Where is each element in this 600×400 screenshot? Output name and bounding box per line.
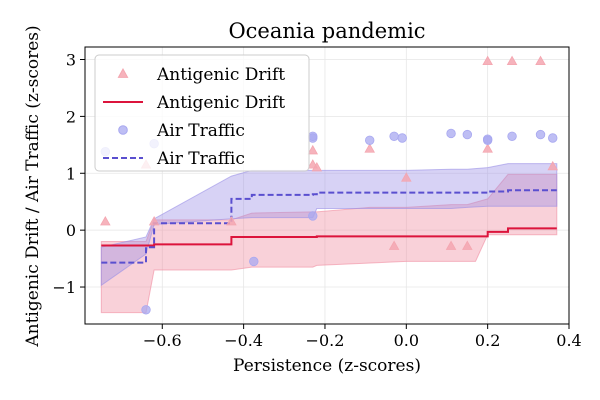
drift-point (388, 240, 400, 250)
chart-title: Oceania pandemic (228, 19, 425, 43)
y-tick-label: −1 (52, 278, 76, 297)
x-axis-label: Persistence (z-scores) (233, 356, 421, 376)
drift-point (307, 144, 319, 155)
legend-label: Air Traffic (156, 121, 245, 141)
x-tick-label: −0.6 (143, 331, 182, 350)
air-point (548, 133, 558, 143)
y-tick-label: 1 (66, 164, 76, 183)
air-point (446, 128, 456, 139)
legend-box (94, 54, 310, 172)
drift-point (311, 161, 323, 172)
legend-label: Air Traffic (156, 149, 245, 169)
x-axis: −0.6 −0.4 −0.2 0.0 0.2 0.4 (143, 324, 582, 350)
drift-point (482, 55, 493, 66)
legend-label: Antigenic Drift (156, 65, 285, 85)
air-point (462, 129, 473, 140)
drift-point (401, 172, 412, 182)
air-point (482, 135, 493, 145)
drift-fit-line (101, 227, 557, 247)
legend-air-marker (118, 125, 128, 135)
y-tick-label: 3 (66, 51, 76, 70)
air-point (308, 211, 318, 221)
air-fit-line (101, 189, 557, 264)
x-tick-label: −0.2 (306, 331, 345, 350)
x-tick-label: 0.2 (475, 331, 500, 350)
drift-point (535, 55, 546, 66)
drift-point (364, 143, 375, 153)
drift-point (506, 55, 518, 66)
plot-frame (84, 46, 570, 325)
air-point (507, 131, 517, 141)
legend-drift-marker (117, 67, 129, 78)
fit-lines (101, 189, 557, 264)
air-point (308, 133, 318, 143)
drift-point (148, 216, 160, 226)
drift-point (445, 240, 457, 250)
drift-point (100, 216, 111, 226)
x-tick-label: 0.4 (556, 331, 581, 350)
drift-point (462, 240, 473, 250)
y-axis-label: Antigenic Drift / Air Traffic (z-scores) (23, 25, 43, 347)
confidence-bands (100, 163, 558, 314)
x-tick-label: 0.0 (394, 331, 419, 350)
legend: Antigenic Drift Antigenic Drift Air Traffi… (94, 54, 310, 172)
air-point (535, 129, 546, 140)
y-tick-label: 0 (66, 221, 76, 240)
legend-label: Antigenic Drift (156, 93, 285, 113)
y-tick-label: 2 (66, 107, 76, 126)
drift-point (547, 160, 559, 171)
drift-point (226, 216, 237, 226)
air-point (141, 305, 151, 315)
drift-point (482, 143, 493, 153)
air-point (389, 131, 399, 141)
air-point (365, 135, 375, 145)
y-axis: −1 0 1 2 3 (52, 51, 85, 297)
air-point (249, 256, 259, 267)
air-point (397, 133, 407, 143)
x-tick-label: −0.4 (224, 331, 263, 350)
